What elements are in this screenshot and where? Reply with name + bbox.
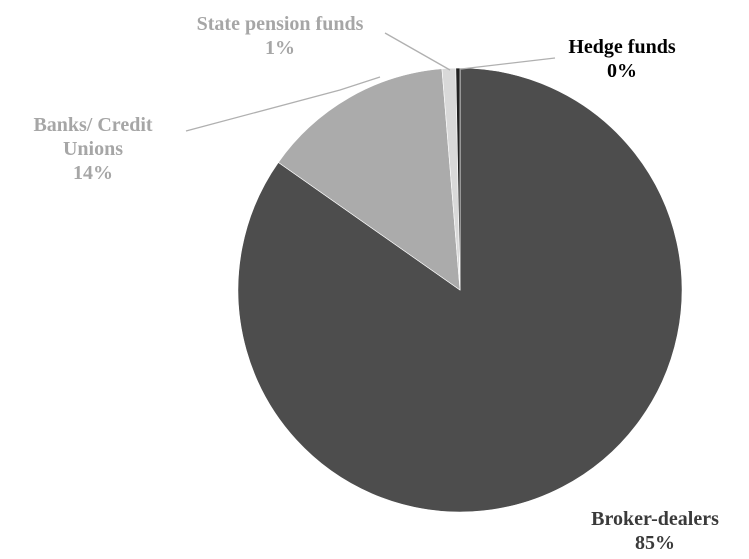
slice-name-label: Hedge funds [568, 36, 676, 58]
slice-name-label: State pension funds [196, 13, 364, 35]
data-label-hedge-funds: Hedge funds 0% [562, 35, 682, 83]
data-label-broker-dealers: Broker-dealers 85% [560, 507, 749, 555]
pie-slice-broker-dealers [237, 67, 683, 513]
leader-line-hedge-funds [460, 57, 556, 70]
data-label-banks-credit-unions: Banks/ Credit Unions 14% [8, 113, 178, 185]
slice-name-label: Banks/ Credit [33, 114, 153, 136]
slice-percent-label: 0% [607, 60, 637, 82]
slice-name-label: Unions [62, 138, 124, 160]
slice-percent-label: 14% [73, 162, 113, 184]
pie-slice-hedge-funds [455, 67, 461, 291]
pie-slice-banks-credit-unions [277, 68, 461, 291]
slice-percent-label: 85% [635, 532, 675, 554]
leader-line-banks-credit-unions [185, 76, 381, 132]
slice-name-label: Broker-dealers [591, 508, 719, 530]
slice-percent-label: 1% [265, 37, 295, 59]
leader-line-state-pension-funds [384, 32, 451, 71]
data-label-state-pension-funds: State pension funds 1% [165, 12, 395, 60]
